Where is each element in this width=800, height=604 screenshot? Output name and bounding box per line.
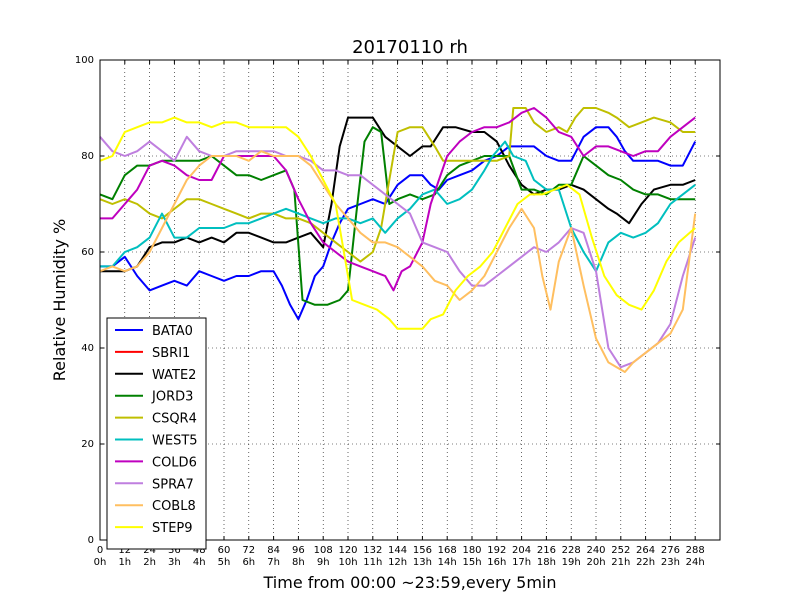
x-tick-label: 108: [314, 545, 333, 556]
series-line-bata0: [100, 126, 697, 321]
x-tick-label: 252: [611, 545, 630, 556]
x-tick-label: 48: [193, 545, 206, 556]
x-tick-label: 60: [218, 545, 231, 556]
x-tick-label: 204: [512, 545, 531, 556]
x-tick-hour-label: 18h: [537, 557, 556, 568]
x-tick-label: 276: [661, 545, 680, 556]
x-tick-label: 132: [363, 545, 382, 556]
legend-label: COBL8: [152, 499, 196, 514]
x-tick-hour-label: 6h: [242, 557, 255, 568]
legend-label: COLD6: [152, 455, 197, 470]
x-tick-label: 72: [242, 545, 255, 556]
y-tick-label: 100: [75, 55, 94, 66]
x-tick-label: 180: [462, 545, 481, 556]
x-tick-label: 0: [97, 545, 103, 556]
series-line-step9: [99, 116, 696, 330]
legend-label: WATE2: [152, 368, 196, 383]
x-tick-hour-label: 14h: [438, 557, 457, 568]
legend-label: SBRI1: [152, 346, 190, 361]
x-tick-label: 288: [686, 545, 705, 556]
x-tick-label: 84: [267, 545, 280, 556]
y-axis-label: Relative Humidity %: [50, 219, 69, 381]
y-axis-ticks: 0 20 40 60 80 100: [75, 55, 720, 546]
x-tick-hour-label: 7h: [267, 557, 280, 568]
x-tick-label: 24: [143, 545, 156, 556]
series-line-csqr4: [99, 107, 696, 263]
x-tick-hour-label: 8h: [292, 557, 305, 568]
chart-title: 20170110 rh: [352, 37, 468, 58]
y-tick-label: 60: [81, 247, 94, 258]
legend: BATA0 SBRI1 WATE2 JORD3 CSQR4 WEST5 COLD6 SPRA7…: [106, 317, 207, 550]
x-tick-hour-label: 12h: [388, 557, 407, 568]
x-tick-label: 96: [292, 545, 305, 556]
legend-box: [106, 317, 207, 550]
x-tick-hour-label: 17h: [512, 557, 531, 568]
series-line-wate2: [100, 116, 696, 273]
x-tick-hour-label: 1h: [118, 557, 131, 568]
x-tick-label: 264: [636, 545, 655, 556]
series-line-cobl8: [99, 150, 697, 373]
x-tick-hour-label: 16h: [487, 557, 506, 568]
series-line-cold6: [100, 107, 696, 292]
x-tick-hour-label: 2h: [143, 557, 156, 568]
plot-frame: [99, 59, 721, 541]
y-tick-label: 40: [81, 343, 94, 354]
grid-lines: [100, 60, 720, 540]
y-tick-label: 80: [81, 151, 94, 162]
x-tick-hour-label: 21h: [611, 557, 630, 568]
x-tick-label: 36: [168, 545, 181, 556]
x-tick-hour-label: 10h: [338, 557, 357, 568]
y-tick-label: 20: [81, 439, 94, 450]
x-tick-hour-label: 15h: [462, 557, 481, 568]
series-line-spra7: [99, 135, 697, 369]
x-tick-hour-label: 3h: [168, 557, 181, 568]
y-tick-label: 0: [88, 535, 94, 546]
x-tick-label: 156: [413, 545, 432, 556]
x-tick-label: 216: [537, 545, 556, 556]
x-tick-label: 192: [487, 545, 506, 556]
x-tick-hour-label: 22h: [636, 557, 655, 568]
x-tick-hour-label: 23h: [661, 557, 680, 568]
x-tick-hour-label: 19h: [562, 557, 581, 568]
legend-label: STEP9: [152, 521, 193, 536]
x-axis-label: Time from 00:00 ~23:59,every 5min: [263, 573, 557, 592]
x-tick-label: 240: [586, 545, 605, 556]
x-tick-hour-label: 5h: [218, 557, 231, 568]
x-tick-hour-label: 20h: [586, 557, 605, 568]
x-tick-label: 168: [438, 545, 457, 556]
x-tick-hour-label: 24h: [686, 557, 705, 568]
x-tick-hour-label: 13h: [413, 557, 432, 568]
legend-label: WEST5: [152, 434, 198, 449]
legend-label: JORD3: [151, 390, 193, 405]
x-tick-hour-label: 4h: [193, 557, 206, 568]
x-tick-label: 120: [338, 545, 357, 556]
x-tick-label: 228: [562, 545, 581, 556]
legend-label: CSQR4: [152, 412, 197, 427]
series-lines: [99, 107, 697, 373]
x-tick-hour-label: 0h: [94, 557, 107, 568]
x-tick-label: 144: [388, 545, 407, 556]
series-line-jord3: [99, 126, 696, 306]
legend-label: BATA0: [152, 324, 193, 339]
x-tick-hour-label: 11h: [363, 557, 382, 568]
legend-label: SPRA7: [152, 477, 194, 492]
x-tick-hour-label: 9h: [317, 557, 330, 568]
x-tick-label: 12: [118, 545, 131, 556]
